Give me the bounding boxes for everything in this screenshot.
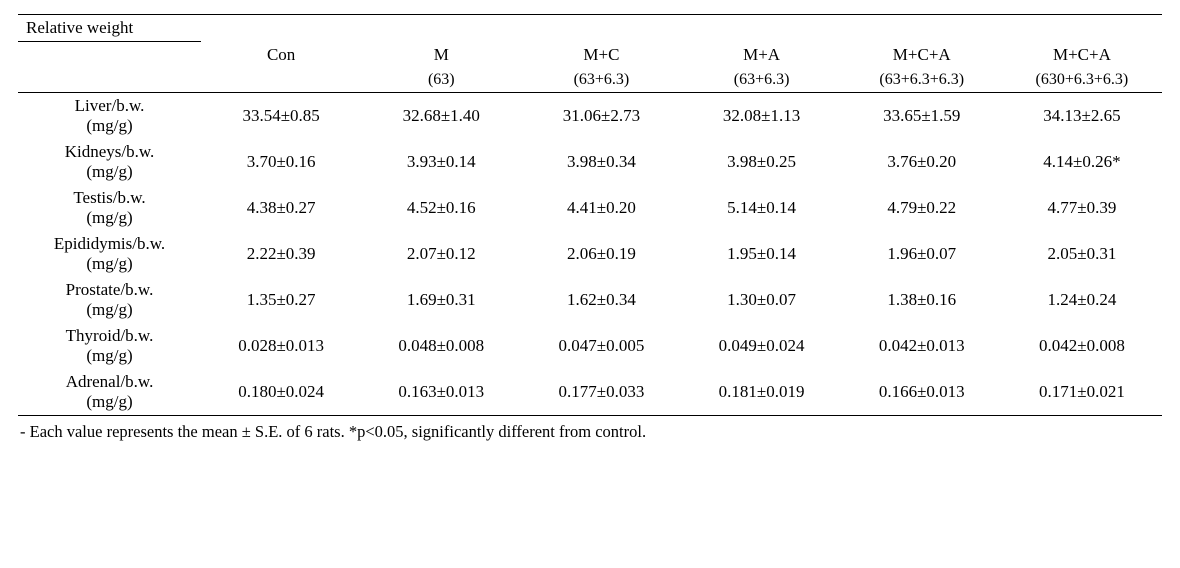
table-title: Relative weight	[18, 15, 201, 42]
row-label-top: Liver/b.w.	[75, 96, 145, 115]
row-label-sub: (mg/g)	[86, 346, 132, 365]
row-label-sub: (mg/g)	[86, 254, 132, 273]
row-label: Kidneys/b.w.(mg/g)	[18, 139, 201, 185]
data-cell: 4.38±0.27	[201, 185, 361, 231]
relative-weight-table: Relative weight Con M M+C M+A M+C+A M+C+…	[18, 14, 1162, 416]
col-head: M+C+A	[1002, 42, 1162, 68]
data-cell: 3.98±0.34	[521, 139, 681, 185]
data-cell: 1.95±0.14	[682, 231, 842, 277]
col-subhead: (63)	[361, 68, 521, 93]
row-label: Thyroid/b.w.(mg/g)	[18, 323, 201, 369]
data-cell: 1.35±0.27	[201, 277, 361, 323]
row-label-top: Kidneys/b.w.	[65, 142, 155, 161]
data-cell: 4.77±0.39	[1002, 185, 1162, 231]
data-cell: 2.05±0.31	[1002, 231, 1162, 277]
data-cell: 0.180±0.024	[201, 369, 361, 416]
data-cell: 1.38±0.16	[842, 277, 1002, 323]
table-footnote: - Each value represents the mean ± S.E. …	[18, 416, 1162, 442]
data-cell: 3.93±0.14	[361, 139, 521, 185]
data-cell: 31.06±2.73	[521, 92, 681, 139]
data-cell: 0.181±0.019	[682, 369, 842, 416]
row-label-top: Prostate/b.w.	[66, 280, 154, 299]
row-label-sub: (mg/g)	[86, 116, 132, 135]
row-label-sub: (mg/g)	[86, 162, 132, 181]
header-spacer	[201, 15, 1162, 42]
header-blank	[18, 42, 201, 93]
col-head: M+C+A	[842, 42, 1002, 68]
data-cell: 0.049±0.024	[682, 323, 842, 369]
data-cell: 1.24±0.24	[1002, 277, 1162, 323]
data-cell: 4.79±0.22	[842, 185, 1002, 231]
data-cell: 32.68±1.40	[361, 92, 521, 139]
data-cell: 0.042±0.013	[842, 323, 1002, 369]
row-label: Liver/b.w.(mg/g)	[18, 92, 201, 139]
data-cell: 2.07±0.12	[361, 231, 521, 277]
data-cell: 3.70±0.16	[201, 139, 361, 185]
data-cell: 0.042±0.008	[1002, 323, 1162, 369]
data-cell: 2.06±0.19	[521, 231, 681, 277]
data-cell: 1.69±0.31	[361, 277, 521, 323]
data-cell: 3.98±0.25	[682, 139, 842, 185]
row-label: Adrenal/b.w.(mg/g)	[18, 369, 201, 416]
data-cell: 0.048±0.008	[361, 323, 521, 369]
data-cell: 1.62±0.34	[521, 277, 681, 323]
col-head: Con	[201, 42, 361, 68]
data-cell: 33.65±1.59	[842, 92, 1002, 139]
data-cell: 0.171±0.021	[1002, 369, 1162, 416]
data-cell: 0.166±0.013	[842, 369, 1002, 416]
col-subhead: (63+6.3)	[682, 68, 842, 93]
col-head: M+C	[521, 42, 681, 68]
data-cell: 3.76±0.20	[842, 139, 1002, 185]
row-label-top: Adrenal/b.w.	[66, 372, 154, 391]
col-subhead	[201, 68, 361, 93]
col-subhead: (630+6.3+6.3)	[1002, 68, 1162, 93]
row-label-sub: (mg/g)	[86, 392, 132, 411]
row-label-sub: (mg/g)	[86, 208, 132, 227]
data-cell: 34.13±2.65	[1002, 92, 1162, 139]
col-subhead: (63+6.3)	[521, 68, 681, 93]
col-head: M+A	[682, 42, 842, 68]
data-cell: 32.08±1.13	[682, 92, 842, 139]
col-subhead: (63+6.3+6.3)	[842, 68, 1002, 93]
data-cell: 4.41±0.20	[521, 185, 681, 231]
data-cell: 4.14±0.26*	[1002, 139, 1162, 185]
data-cell: 0.047±0.005	[521, 323, 681, 369]
data-cell: 1.96±0.07	[842, 231, 1002, 277]
data-cell: 0.163±0.013	[361, 369, 521, 416]
data-cell: 4.52±0.16	[361, 185, 521, 231]
row-label-top: Epididymis/b.w.	[54, 234, 165, 253]
row-label-top: Thyroid/b.w.	[66, 326, 154, 345]
data-cell: 0.177±0.033	[521, 369, 681, 416]
data-cell: 33.54±0.85	[201, 92, 361, 139]
row-label: Epididymis/b.w.(mg/g)	[18, 231, 201, 277]
row-label-top: Testis/b.w.	[73, 188, 145, 207]
data-cell: 0.028±0.013	[201, 323, 361, 369]
data-cell: 2.22±0.39	[201, 231, 361, 277]
row-label: Testis/b.w.(mg/g)	[18, 185, 201, 231]
data-cell: 1.30±0.07	[682, 277, 842, 323]
data-cell: 5.14±0.14	[682, 185, 842, 231]
col-head: M	[361, 42, 521, 68]
row-label: Prostate/b.w.(mg/g)	[18, 277, 201, 323]
row-label-sub: (mg/g)	[86, 300, 132, 319]
